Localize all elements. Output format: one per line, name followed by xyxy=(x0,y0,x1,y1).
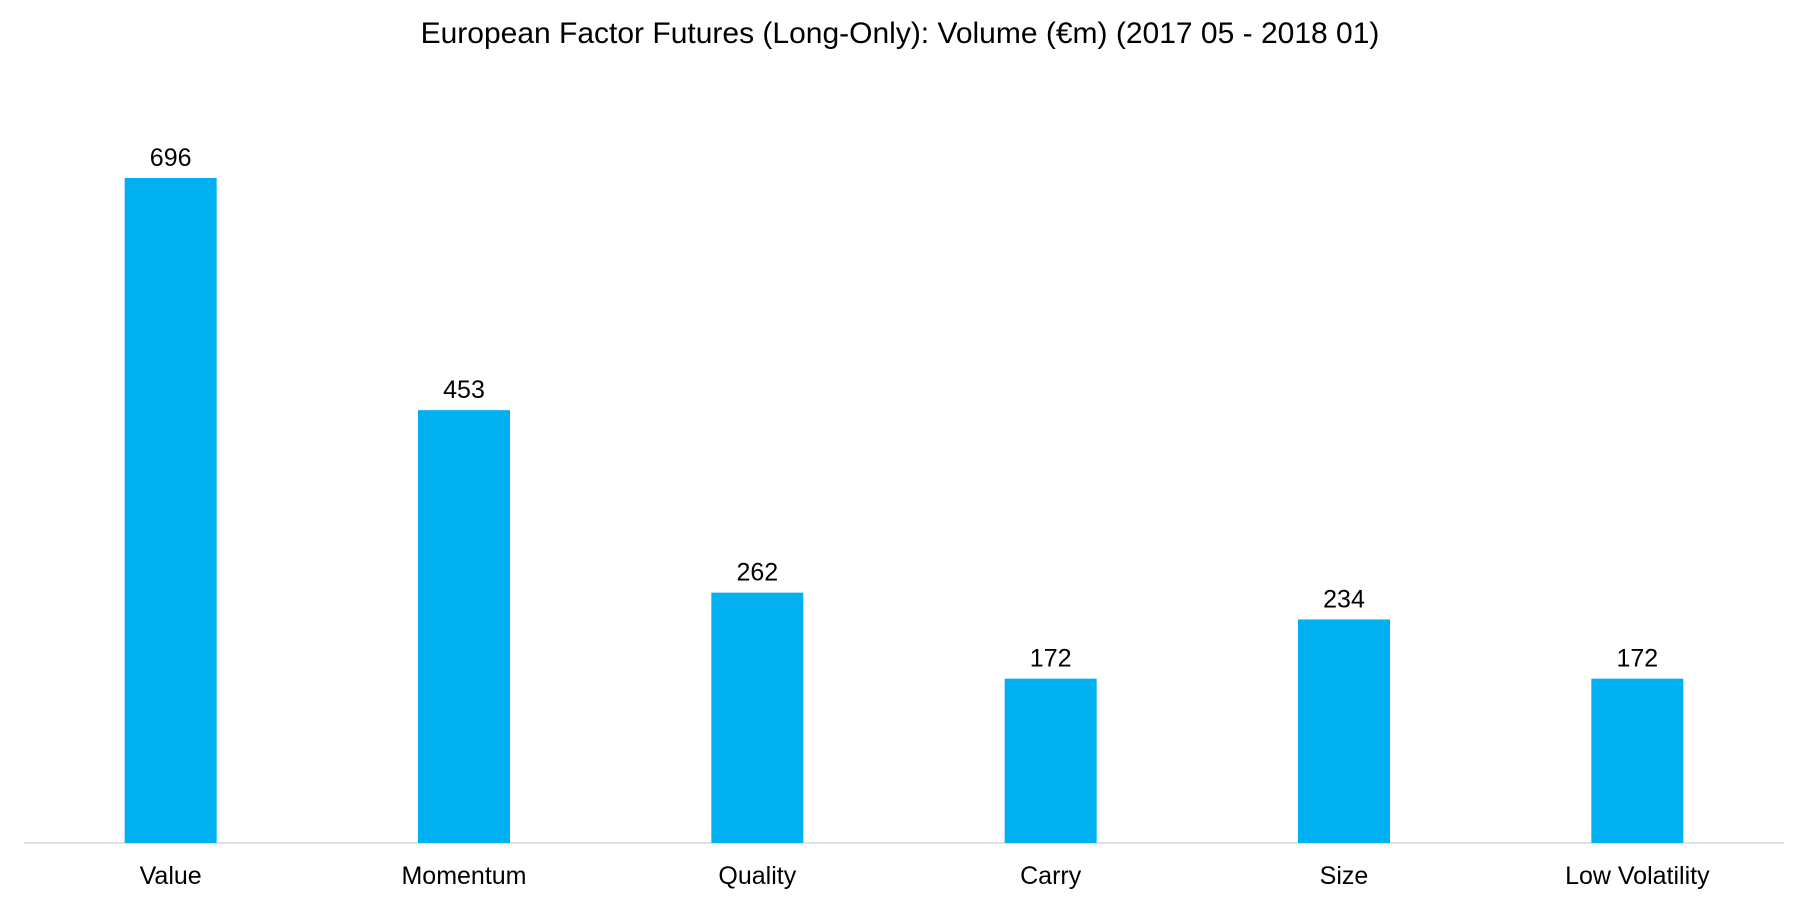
data-label: 262 xyxy=(736,559,778,587)
bar-value xyxy=(124,178,217,843)
data-label: 453 xyxy=(443,376,485,404)
data-labels-group: 696 453 262 172 234 172 xyxy=(150,144,1658,673)
bar-quality xyxy=(711,592,804,843)
x-tick-label: Carry xyxy=(1020,862,1082,890)
bar-momentum xyxy=(418,410,510,843)
x-tick-label: Momentum xyxy=(401,862,526,890)
bar-low-volatility xyxy=(1591,678,1684,843)
data-label: 696 xyxy=(150,144,192,172)
bars-group xyxy=(124,178,1684,843)
bar-carry xyxy=(1004,678,1097,843)
x-tick-label: Value xyxy=(140,862,202,890)
x-tick-label: Low Volatility xyxy=(1565,862,1710,890)
bar-size xyxy=(1298,619,1390,843)
chart-title: European Factor Futures (Long-Only): Vol… xyxy=(420,17,1380,50)
x-axis-tick-labels: Value Momentum Quality Carry Size Low Volatil… xyxy=(140,862,1710,890)
x-tick-label: Quality xyxy=(718,862,796,890)
data-label: 234 xyxy=(1323,585,1365,613)
x-tick-label: Size xyxy=(1320,862,1369,890)
data-label: 172 xyxy=(1616,645,1658,673)
data-label: 172 xyxy=(1030,645,1072,673)
